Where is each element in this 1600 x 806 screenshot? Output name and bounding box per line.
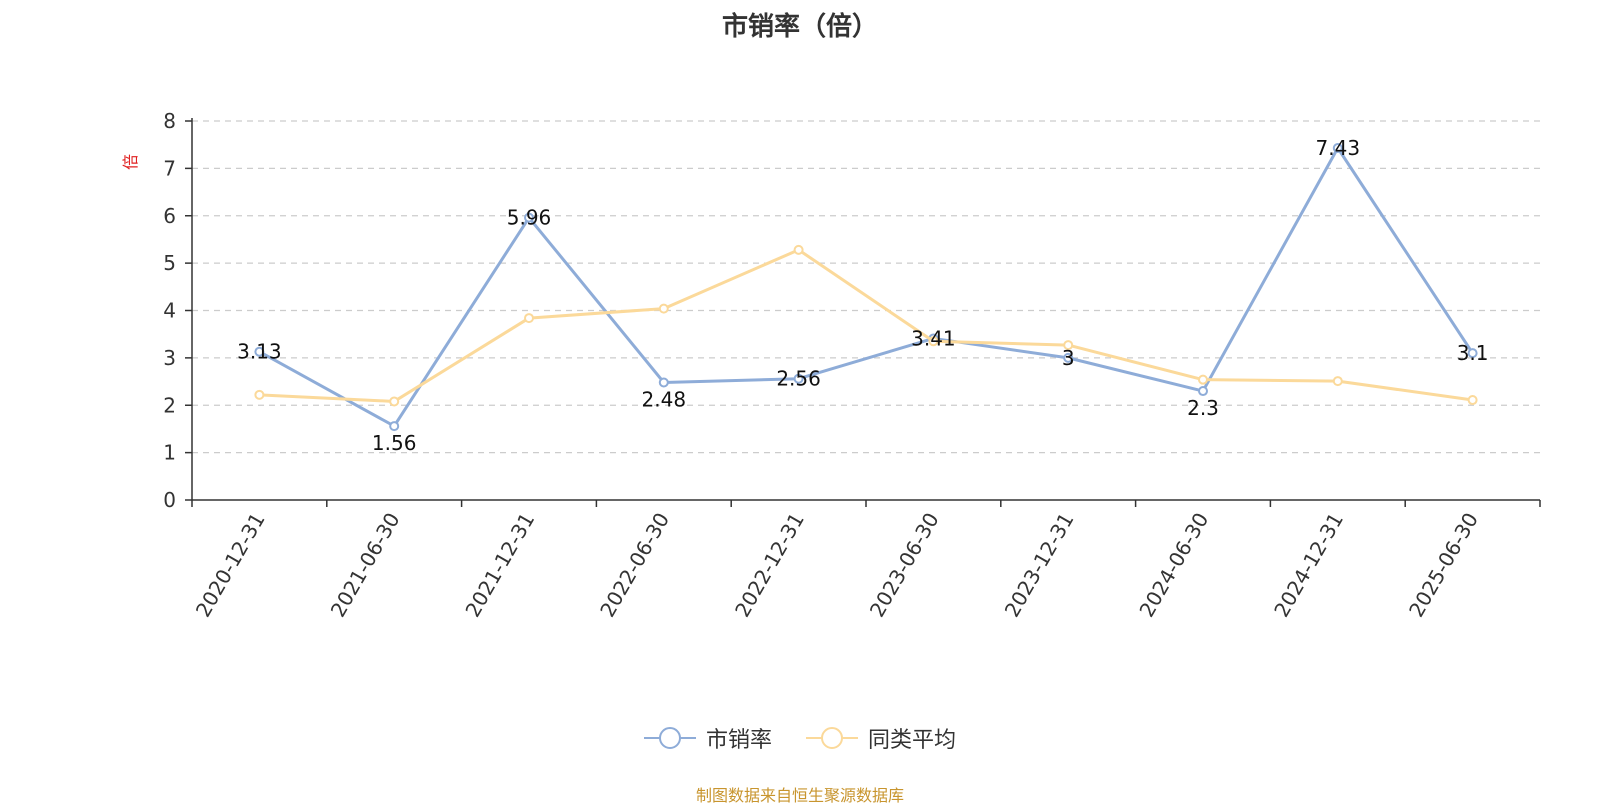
data-point-s1-6 <box>1063 352 1074 363</box>
x-tick-label-7: 2024-06-30 <box>1134 509 1213 622</box>
data-label-s1-9: 3.1 <box>1457 341 1489 365</box>
x-tick-label-5: 2023-06-30 <box>865 509 944 622</box>
legend-item-series-2[interactable]: 同类平均 <box>806 722 956 754</box>
series-lines <box>254 143 1478 432</box>
legend-marker-series-1 <box>643 727 696 749</box>
data-label-s1-3: 2.48 <box>642 388 687 412</box>
x-tick-label-2: 2021-12-31 <box>460 509 539 622</box>
chart-title: 市销率（倍） <box>721 12 878 42</box>
data-point-s2-0 <box>254 389 265 400</box>
data-label-s1-8: 7.43 <box>1316 136 1361 160</box>
y-tick-label-0: 0 <box>163 488 176 512</box>
y-tick-label-6: 6 <box>163 204 176 228</box>
data-label-s1-1: 1.56 <box>372 431 417 455</box>
x-tick-label-9: 2025-06-30 <box>1404 509 1483 622</box>
y-tick-label-3: 3 <box>163 346 176 370</box>
data-label-s1-0: 3.13 <box>237 340 282 364</box>
x-tick-label-8: 2024-12-31 <box>1269 509 1348 622</box>
y-tick-label-2: 2 <box>163 393 176 417</box>
data-point-s1-2 <box>524 212 534 223</box>
data-point-s1-9 <box>1467 348 1478 359</box>
legend-marker-series-2 <box>806 727 858 749</box>
data-label-s1-7: 2.3 <box>1187 396 1219 420</box>
x-tick-label-4: 2022-12-31 <box>730 509 809 622</box>
data-point-s2-3 <box>658 303 669 314</box>
y-axis-unit-label: 倍 <box>121 154 140 170</box>
x-tick-label-0: 2020-12-31 <box>191 509 270 622</box>
data-point-s2-8 <box>1332 376 1343 387</box>
source-credit: 制图数据来自恒生聚源数据库 <box>695 786 904 805</box>
data-label-s1-4: 2.56 <box>776 367 821 391</box>
legend-label-series-2: 同类平均 <box>868 728 957 753</box>
series-line-1 <box>258 146 1474 428</box>
data-point-s1-0 <box>254 346 265 357</box>
data-labels: 3.13 1.56 5.96 2.48 2.56 3.41 3 2.3 7.43 3.1 <box>237 136 1488 455</box>
x-tick-label-3: 2022-06-30 <box>595 509 674 622</box>
legend-label-series-1: 市销率 <box>705 728 772 753</box>
data-point-s1-1 <box>389 421 400 432</box>
data-point-s2-2 <box>524 313 534 324</box>
y-tick-label-8: 8 <box>163 109 176 133</box>
series-line-2 <box>259 248 1473 403</box>
data-point-s1-8 <box>1332 143 1343 154</box>
x-tick-label-1: 2021-06-30 <box>326 509 405 622</box>
data-point-s2-5 <box>928 336 939 347</box>
data-point-s1-3 <box>658 377 669 388</box>
data-point-s1-7 <box>1198 386 1208 397</box>
data-label-s1-5: 3.41 <box>911 326 956 350</box>
data-label-s1-6: 3 <box>1062 346 1075 370</box>
data-point-s2-1 <box>389 396 400 407</box>
y-tick-label-5: 5 <box>163 251 176 275</box>
data-point-s2-9 <box>1467 395 1478 406</box>
data-point-s2-7 <box>1198 374 1208 385</box>
axes: 0 1 2 3 4 5 6 7 8 倍 2020-12-31 2021-06-30 2021-12-31… <box>121 109 1541 622</box>
legend-item-series-1[interactable]: 市销率 <box>643 722 772 754</box>
y-tick-label-4: 4 <box>163 299 176 323</box>
data-point-s2-6 <box>1063 340 1074 351</box>
data-label-s1-2: 5.96 <box>507 206 552 230</box>
legend: 市销率 同类平均 <box>0 722 1600 754</box>
x-tick-label-6: 2023-12-31 <box>1000 509 1079 622</box>
y-tick-label-7: 7 <box>163 156 176 180</box>
data-point-s1-4 <box>793 373 804 384</box>
data-point-s2-4 <box>793 244 804 255</box>
y-tick-label-1: 1 <box>163 441 176 465</box>
